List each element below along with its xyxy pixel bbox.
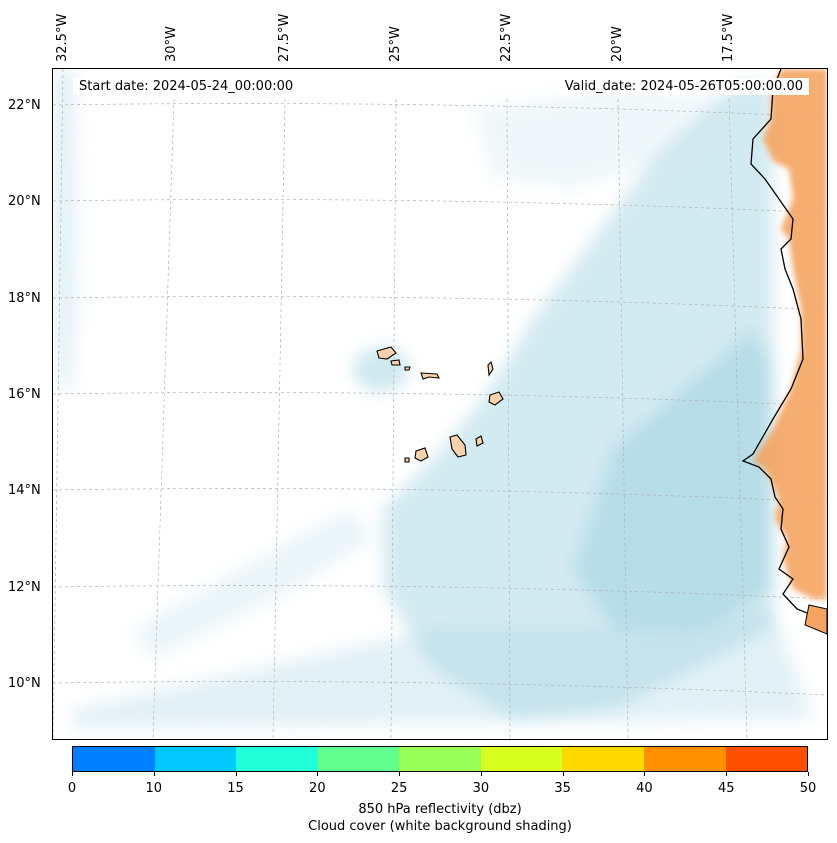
graticule — [53, 69, 827, 739]
colorbar-tickmark — [72, 772, 73, 776]
parallel-12n — [53, 585, 827, 600]
meridian-25w — [390, 98, 397, 739]
colorbar-segment — [317, 747, 400, 771]
cloud-mid-streak — [133, 509, 373, 659]
africa-south-coast — [804, 604, 827, 635]
map-canvas — [53, 69, 827, 739]
island-maio — [475, 435, 484, 447]
colorbar-segment — [725, 747, 808, 771]
island-fogo — [414, 447, 429, 462]
colorbar-tickmark — [808, 772, 809, 776]
cloud-north-haze — [473, 89, 733, 189]
colorbar-tick-label: 15 — [227, 781, 244, 796]
parallel-20n — [53, 199, 827, 214]
colorbar-tickmark — [644, 772, 646, 776]
colorbar-label-cloud-cover: Cloud cover (white background shading) — [308, 819, 572, 834]
lat-label-20n: 20°N — [8, 194, 41, 209]
cloud-shading — [53, 69, 813, 729]
island-boa-vista — [488, 391, 504, 406]
lat-label-14n: 14°N — [8, 483, 41, 498]
colorbar-tick-label: 40 — [636, 781, 653, 796]
colorbar-segment — [480, 747, 563, 771]
lon-label-25w: 25°W — [388, 26, 403, 62]
meridian-27-5w — [272, 98, 286, 739]
cloud-dense-core — [573, 329, 773, 629]
island-sao-vicente — [390, 359, 401, 366]
africa-coast-shading — [753, 69, 827, 599]
colorbar-tickmark — [317, 772, 319, 776]
colorbar-segment — [154, 747, 237, 771]
meridian-17-5w — [728, 98, 748, 739]
colorbar-tick-label: 50 — [799, 781, 817, 796]
cape-verde-islands — [376, 346, 504, 463]
colorbar-tickmark — [399, 772, 401, 776]
colorbar-tickmark — [726, 772, 728, 776]
lat-label-16n: 16°N — [8, 387, 41, 402]
colorbar-segment — [562, 747, 644, 771]
colorbar-segment — [643, 747, 726, 771]
colorbar-tickmark — [153, 772, 155, 776]
island-sao-nicolau — [420, 372, 440, 380]
island-santa-luzia — [404, 366, 411, 371]
cloud-island-patch — [353, 347, 409, 391]
lat-label-18n: 18°N — [8, 291, 41, 306]
colorbar-tick-label: 30 — [472, 781, 490, 796]
colorbar-label-reflectivity: 850 hPa reflectivity (dbz) — [358, 802, 522, 817]
parallel-10n — [53, 681, 827, 696]
colorbar-tickmark — [235, 772, 237, 776]
colorbar-tickmark — [480, 772, 482, 776]
colorbar-tick-label: 10 — [145, 781, 163, 796]
lon-label-17-5w: 17.5°W — [721, 13, 736, 62]
valid-date-label: Valid_date: 2024-05-26T05:00:00.00 — [558, 78, 809, 95]
parallel-14n — [53, 488, 827, 503]
africa-land — [741, 69, 827, 635]
colorbar-tick-label: 0 — [67, 781, 77, 796]
colorbar-segment — [399, 747, 481, 771]
map-panel[interactable]: Start date: 2024-05-24_00:00:00 Valid_da… — [52, 68, 828, 740]
island-santiago — [449, 434, 467, 458]
africa-coastline — [741, 69, 827, 620]
colorbar-tick-label: 25 — [390, 781, 408, 796]
lon-label-20w: 20°W — [610, 26, 625, 62]
lon-label-30w: 30°W — [164, 26, 179, 62]
start-date-label: Start date: 2024-05-24_00:00:00 — [73, 78, 300, 95]
meridian-30w — [152, 98, 175, 739]
colorbar-tick-label: 20 — [309, 781, 326, 796]
island-brava — [404, 457, 410, 463]
island-sal — [487, 360, 494, 377]
lon-label-32-5w: 32.5°W — [55, 13, 70, 62]
lon-label-27-5w: 27.5°W — [277, 13, 292, 62]
meridian-20w — [617, 98, 629, 739]
colorbar-tick-label: 45 — [717, 781, 735, 796]
lon-label-22-5w: 22.5°W — [499, 13, 514, 62]
meridian-22-5w — [506, 98, 511, 739]
parallel-16n — [53, 392, 827, 407]
island-santo-antao — [376, 346, 397, 360]
colorbar-tick-label: 35 — [554, 781, 571, 796]
colorbar-tickmark — [562, 772, 564, 776]
lat-label-22n: 22°N — [8, 98, 41, 113]
colorbar-segment — [236, 747, 318, 771]
meridian-32-5w — [53, 69, 64, 739]
cloud-west-strip — [53, 69, 77, 389]
parallel-18n — [53, 296, 827, 311]
cloud-south-band — [73, 609, 813, 729]
lat-label-12n: 12°N — [8, 580, 41, 595]
colorbar — [72, 746, 808, 772]
lat-label-10n: 10°N — [8, 676, 41, 691]
parallel-22n — [53, 103, 827, 118]
colorbar-segment — [73, 747, 155, 771]
